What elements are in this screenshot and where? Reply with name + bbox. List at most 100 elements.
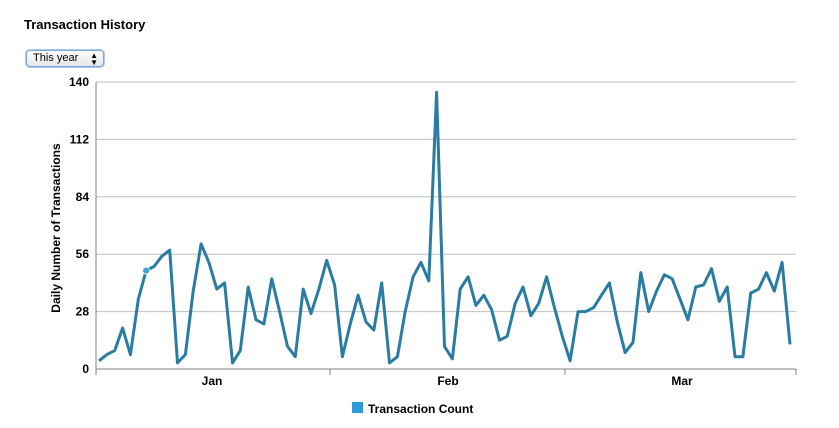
series-line-transaction-count — [98, 90, 792, 365]
data-point[interactable] — [229, 360, 235, 366]
data-point[interactable] — [387, 360, 393, 366]
legend[interactable]: Transaction Count — [352, 402, 473, 416]
data-point[interactable] — [520, 284, 526, 290]
data-point[interactable] — [661, 272, 667, 278]
data-point[interactable] — [622, 350, 628, 356]
data-point[interactable] — [724, 284, 730, 290]
data-point[interactable] — [135, 296, 141, 302]
data-point[interactable] — [449, 356, 455, 362]
data-point[interactable] — [654, 288, 660, 294]
data-point[interactable] — [748, 290, 754, 296]
data-point[interactable] — [324, 257, 330, 263]
data-point[interactable] — [261, 321, 267, 327]
data-point[interactable] — [167, 247, 173, 253]
data-point[interactable] — [339, 354, 345, 360]
data-point[interactable] — [127, 352, 133, 358]
series-points — [96, 89, 793, 366]
data-point[interactable] — [763, 270, 769, 276]
data-point[interactable] — [685, 317, 691, 323]
data-point[interactable] — [504, 333, 510, 339]
data-point[interactable] — [630, 339, 636, 345]
data-point[interactable] — [787, 341, 793, 347]
data-point[interactable] — [222, 280, 228, 286]
data-point[interactable] — [371, 327, 377, 333]
x-axis: Jan Feb Mar — [95, 369, 797, 388]
data-point[interactable] — [96, 358, 102, 364]
data-point[interactable] — [669, 276, 675, 282]
data-point[interactable] — [190, 288, 196, 294]
data-point[interactable] — [277, 309, 283, 315]
data-point[interactable] — [599, 292, 605, 298]
data-point[interactable] — [606, 280, 612, 286]
data-point[interactable] — [638, 270, 644, 276]
data-point[interactable] — [512, 300, 518, 306]
y-tick-label: 140 — [69, 75, 89, 89]
data-point[interactable] — [316, 286, 322, 292]
data-point[interactable] — [457, 286, 463, 292]
data-point[interactable] — [716, 298, 722, 304]
data-point[interactable] — [465, 274, 471, 280]
data-point[interactable] — [253, 317, 259, 323]
data-point[interactable] — [677, 296, 683, 302]
data-point[interactable] — [646, 309, 652, 315]
data-point[interactable] — [175, 360, 181, 366]
data-point[interactable] — [269, 276, 275, 282]
data-point[interactable] — [394, 354, 400, 360]
data-point[interactable] — [120, 325, 126, 331]
data-point[interactable] — [732, 354, 738, 360]
chart-grid — [95, 81, 796, 370]
data-point[interactable] — [434, 89, 440, 95]
data-point[interactable] — [559, 333, 565, 339]
highlighted-point[interactable] — [142, 266, 151, 275]
data-point[interactable] — [182, 352, 188, 358]
data-point[interactable] — [112, 348, 118, 354]
data-point[interactable] — [489, 307, 495, 313]
data-point[interactable] — [332, 282, 338, 288]
data-point[interactable] — [104, 352, 110, 358]
data-point[interactable] — [442, 343, 448, 349]
data-point[interactable] — [614, 319, 620, 325]
data-point[interactable] — [379, 280, 385, 286]
data-point[interactable] — [779, 259, 785, 265]
x-tick-label: Feb — [437, 374, 458, 388]
data-point[interactable] — [496, 337, 502, 343]
data-point[interactable] — [708, 266, 714, 272]
data-point[interactable] — [206, 259, 212, 265]
data-point[interactable] — [536, 300, 542, 306]
data-point[interactable] — [575, 309, 581, 315]
data-point[interactable] — [701, 282, 707, 288]
data-point[interactable] — [214, 286, 220, 292]
data-point[interactable] — [159, 253, 165, 259]
data-point[interactable] — [198, 241, 204, 247]
data-point[interactable] — [300, 286, 306, 292]
data-point[interactable] — [473, 302, 479, 308]
data-point[interactable] — [355, 292, 361, 298]
select-arrows-icon: ▲ ▼ — [90, 50, 98, 67]
data-point[interactable] — [771, 288, 777, 294]
y-tick-label: 112 — [70, 132, 90, 146]
data-point[interactable] — [363, 319, 369, 325]
data-point[interactable] — [284, 343, 290, 349]
data-point[interactable] — [693, 284, 699, 290]
data-point[interactable] — [410, 274, 416, 280]
data-point[interactable] — [308, 311, 314, 317]
data-point[interactable] — [402, 309, 408, 315]
data-point[interactable] — [551, 305, 557, 311]
data-point[interactable] — [237, 348, 243, 354]
data-point[interactable] — [292, 354, 298, 360]
data-point[interactable] — [583, 309, 589, 315]
data-point[interactable] — [756, 286, 762, 292]
data-point[interactable] — [151, 264, 157, 270]
data-point[interactable] — [245, 284, 251, 290]
period-select[interactable]: This year ▲ ▼ — [26, 50, 104, 67]
data-point[interactable] — [347, 321, 353, 327]
data-point[interactable] — [418, 259, 424, 265]
data-point[interactable] — [591, 305, 597, 311]
data-point[interactable] — [567, 358, 573, 364]
data-point[interactable] — [481, 292, 487, 298]
data-point[interactable] — [528, 313, 534, 319]
data-point[interactable] — [740, 354, 746, 360]
data-point[interactable] — [544, 274, 550, 280]
data-point[interactable] — [426, 278, 432, 284]
